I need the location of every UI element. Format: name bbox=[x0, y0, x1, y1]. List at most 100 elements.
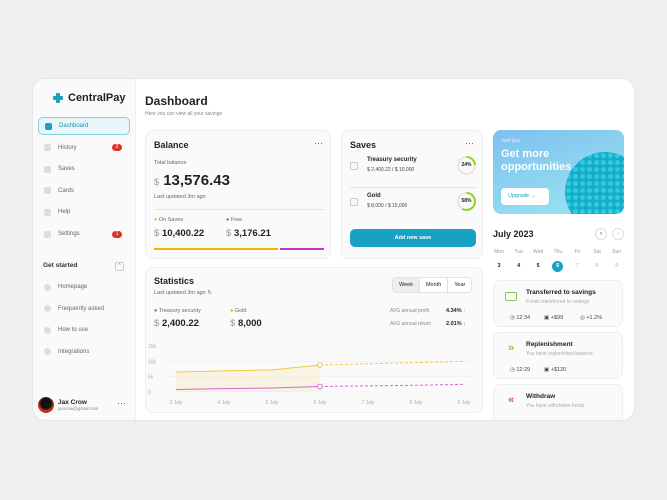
series-line-actual bbox=[175, 385, 321, 391]
saves-menu-button[interactable]: ··· bbox=[465, 138, 474, 148]
section-title: Get started bbox=[43, 262, 78, 269]
calendar-day[interactable]: 6 bbox=[550, 261, 566, 272]
event-card[interactable]: Transferred to savings Funds transferred … bbox=[493, 280, 623, 327]
free-label: Free bbox=[230, 217, 243, 223]
tab-week[interactable]: Week bbox=[393, 278, 419, 292]
series-point bbox=[317, 362, 323, 368]
save-item-icon bbox=[350, 162, 358, 170]
series-line-forecast bbox=[319, 360, 465, 366]
user-profile[interactable]: Jax Crow jaxcrow@gmail.com bbox=[38, 397, 98, 413]
balance-card: Balance ··· Total balance $ 13,576.43 La… bbox=[145, 130, 331, 259]
chevrons-right-icon: » bbox=[507, 342, 515, 354]
profit-value: 4.34% ↑ bbox=[446, 308, 466, 314]
logo: CentralPay bbox=[53, 92, 125, 104]
statistics-card: Statistics Last updated 3m ago ↻ Week Mon… bbox=[145, 267, 483, 413]
sidebar-item-how-to-use[interactable]: How to use bbox=[38, 321, 130, 339]
sidebar: CentralPay Dashboard History 2 Saves Cards He… bbox=[33, 79, 136, 420]
history-icon bbox=[44, 144, 51, 152]
return-value: 2.01% ↓ bbox=[446, 321, 466, 327]
avatar bbox=[38, 397, 54, 413]
weekday-label: Sat bbox=[593, 249, 601, 255]
total-balance: $ 13,576.43 bbox=[154, 172, 230, 189]
upgrade-button[interactable]: Upgrade → bbox=[501, 188, 549, 205]
how-to-icon bbox=[44, 326, 51, 334]
brand-name: CentralPay bbox=[68, 92, 126, 104]
event-rate: ◎ +1.2% bbox=[580, 315, 603, 321]
gold-value: $ 8,000 bbox=[230, 318, 262, 329]
y-tick-label: 15k bbox=[148, 344, 157, 350]
sidebar-item-saves[interactable]: Saves bbox=[38, 160, 130, 178]
clock-icon: ◷ bbox=[510, 315, 515, 321]
x-tick-label: 6 July bbox=[313, 400, 327, 406]
save-progress-ring: 58% bbox=[457, 192, 476, 211]
x-tick-label: 4 July bbox=[217, 400, 231, 406]
event-amount: ▣ +$120 bbox=[544, 367, 567, 373]
prev-month-button[interactable]: ‹ bbox=[595, 228, 607, 240]
weekday-label: Fri bbox=[574, 249, 581, 255]
event-card[interactable]: « Withdraw You have withdrawn funds bbox=[493, 384, 623, 420]
faq-icon bbox=[44, 305, 51, 313]
period-selector: Week Month Year bbox=[392, 277, 473, 293]
add-new-save-button[interactable]: Add new save bbox=[350, 229, 476, 247]
calendar-day[interactable]: 8 bbox=[595, 263, 599, 269]
x-tick-label: 7 July bbox=[361, 400, 375, 406]
balance-menu-button[interactable]: ··· bbox=[314, 138, 323, 148]
promo-banner: Tariff plan Get more opportunities Upgra… bbox=[493, 130, 624, 214]
weekday-label: Tue bbox=[514, 249, 523, 255]
event-subtitle: You have replenished balance bbox=[526, 351, 593, 357]
cards-icon bbox=[44, 187, 51, 195]
calendar-day[interactable]: 7 bbox=[575, 263, 579, 269]
x-tick-label: 3 July bbox=[169, 400, 183, 406]
sidebar-item-homepage[interactable]: Homepage bbox=[38, 278, 130, 296]
tab-month[interactable]: Month bbox=[418, 278, 447, 292]
y-tick-label: 10k bbox=[148, 359, 157, 365]
notification-badge: 1 bbox=[112, 230, 122, 238]
sidebar-item-history[interactable]: History 2 bbox=[38, 139, 130, 157]
calendar-day[interactable]: 9 bbox=[615, 263, 619, 269]
notification-badge: 2 bbox=[112, 144, 122, 152]
event-title: Replenishment bbox=[526, 341, 573, 348]
sidebar-item-help[interactable]: Help bbox=[38, 203, 130, 221]
saves-icon bbox=[44, 165, 51, 173]
help-icon bbox=[44, 208, 51, 216]
weekday-label: Mon bbox=[494, 249, 504, 255]
calendar-day[interactable]: 4 bbox=[517, 263, 521, 269]
wallet-icon bbox=[502, 287, 520, 305]
divider bbox=[154, 209, 324, 210]
user-email: jaxcrow@gmail.com bbox=[58, 406, 99, 411]
weekday-label: Wed bbox=[533, 249, 544, 255]
weekday-label: Thu bbox=[553, 249, 563, 255]
refresh-icon[interactable]: ↻ bbox=[207, 290, 212, 296]
gold-area bbox=[176, 365, 320, 392]
calendar-day[interactable]: 3 bbox=[497, 263, 501, 269]
event-card[interactable]: » Replenishment You have replenished balan… bbox=[493, 332, 623, 379]
calendar-day[interactable]: 5 bbox=[536, 263, 540, 269]
sidebar-item-integrations[interactable]: Integrations bbox=[38, 343, 130, 361]
clock-icon: ◷ bbox=[510, 367, 515, 373]
logo-plus-icon bbox=[53, 93, 63, 103]
event-amount: ▣ +$99 bbox=[544, 315, 564, 321]
event-time: ◷ 12:34 bbox=[510, 315, 531, 321]
next-month-button[interactable]: › bbox=[612, 228, 624, 240]
y-tick-label: 0 bbox=[148, 390, 151, 396]
treasury-value: $ 2,400.22 bbox=[154, 318, 199, 329]
event-title: Transferred to savings bbox=[526, 289, 596, 296]
balance-updated: Last updated 3m ago bbox=[154, 194, 206, 200]
return-label: AVG annual return bbox=[390, 321, 432, 327]
dashboard-icon bbox=[45, 122, 52, 130]
user-menu-button[interactable]: ··· bbox=[117, 398, 126, 408]
collapse-button[interactable]: ^ bbox=[115, 262, 124, 271]
save-progress-ring: 24% bbox=[457, 156, 476, 175]
y-tick-label: 5k bbox=[148, 375, 154, 381]
percent-icon: ◎ bbox=[580, 315, 585, 321]
save-item-icon bbox=[350, 198, 358, 206]
sidebar-item-cards[interactable]: Cards bbox=[38, 182, 130, 200]
sidebar-item-frequently-asked[interactable]: Frequently asked bbox=[38, 300, 130, 318]
sidebar-item-dashboard[interactable]: Dashboard bbox=[38, 117, 130, 135]
tab-year[interactable]: Year bbox=[447, 278, 471, 292]
free-value: $ 3,176.21 bbox=[226, 228, 271, 239]
calendar-month: July 2023 bbox=[493, 229, 534, 239]
sidebar-item-settings[interactable]: Settings 1 bbox=[38, 225, 130, 243]
series-line-actual bbox=[175, 364, 321, 373]
page-subtitle: Here you can view all your savings bbox=[145, 111, 222, 117]
